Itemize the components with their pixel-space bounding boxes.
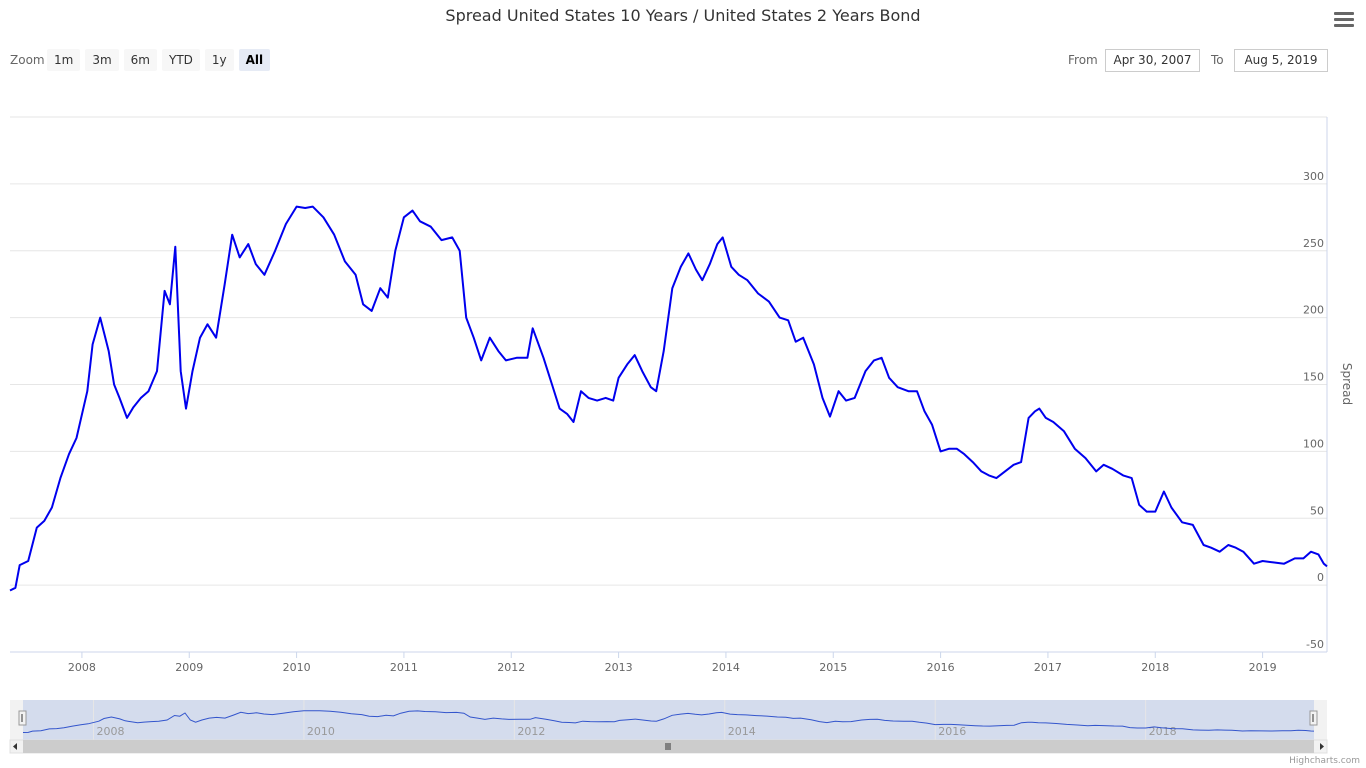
- grid-lines: [10, 116, 1327, 653]
- navigator-mask[interactable]: [23, 700, 1314, 740]
- y-tick-label: 150: [1303, 371, 1324, 384]
- y-tick-label: 50: [1310, 504, 1324, 517]
- x-tick-label: 2013: [605, 661, 633, 674]
- x-tick-label: 2009: [175, 661, 203, 674]
- from-label: From: [1068, 53, 1098, 67]
- x-axis-ticks: 2008 2009 2010 2011 2012 2013 2014 2015 2016 2017…: [68, 652, 1277, 674]
- x-tick-label: 2015: [819, 661, 847, 674]
- zoom-6m-button[interactable]: 6m: [123, 49, 157, 71]
- navigator-series: [22, 710, 1315, 733]
- chart-title: Spread United States 10 Years / United S…: [445, 6, 921, 25]
- x-tick-label: 2008: [68, 661, 96, 674]
- x-tick-label: 2019: [1249, 661, 1277, 674]
- series-line[interactable]: [9, 205, 1328, 592]
- y-tick-label: -50: [1306, 638, 1324, 651]
- y-tick-label: 300: [1303, 170, 1324, 183]
- x-tick-label: 2018: [1141, 661, 1169, 674]
- x-tick-label: 2016: [927, 661, 955, 674]
- y-axis-ticks: -50 0 50 100 150 200 250 300: [1303, 170, 1324, 651]
- y-tick-label: 250: [1303, 237, 1324, 250]
- navigator-ticks: 2008 2010 2012 2014 2016 2018: [92, 700, 1177, 740]
- y-tick-label: 0: [1317, 571, 1324, 584]
- x-tick-label: 2011: [390, 661, 418, 674]
- x-tick-label: 2010: [283, 661, 311, 674]
- x-tick-label: 2012: [497, 661, 525, 674]
- scrollbar-grip-icon: [665, 743, 671, 750]
- x-tick-label: 2017: [1034, 661, 1062, 674]
- zoom-3m-button[interactable]: 3m: [85, 49, 119, 71]
- zoom-all-button[interactable]: All: [238, 49, 271, 71]
- zoom-1y-button[interactable]: 1y: [204, 49, 234, 71]
- zoom-button-group: 1m 3m 6m YTD 1y All: [47, 49, 271, 71]
- credits-link[interactable]: Highcharts.com: [1289, 756, 1360, 766]
- y-tick-label: 200: [1303, 304, 1324, 317]
- x-tick-label: 2014: [712, 661, 740, 674]
- navigator-tick-label: 2008: [96, 725, 124, 738]
- zoom-label: Zoom: [10, 53, 45, 67]
- scroll-right-arrow-icon[interactable]: [1320, 743, 1324, 750]
- navigator-tick-label: 2016: [938, 725, 966, 738]
- to-label: To: [1211, 53, 1224, 67]
- navigator-tick-label: 2014: [728, 725, 756, 738]
- y-axis-title: Spread: [1340, 363, 1354, 405]
- navigator-tick-label: 2012: [517, 725, 545, 738]
- to-date-input[interactable]: Aug 5, 2019: [1234, 49, 1328, 72]
- zoom-1m-button[interactable]: 1m: [47, 49, 81, 71]
- from-date-input[interactable]: Apr 30, 2007: [1105, 49, 1200, 72]
- scroll-left-arrow-icon[interactable]: [13, 743, 17, 750]
- navigator-tick-label: 2010: [307, 725, 335, 738]
- zoom-ytd-button[interactable]: YTD: [161, 49, 200, 71]
- y-tick-label: 100: [1303, 437, 1324, 450]
- hamburger-icon[interactable]: [1334, 12, 1354, 30]
